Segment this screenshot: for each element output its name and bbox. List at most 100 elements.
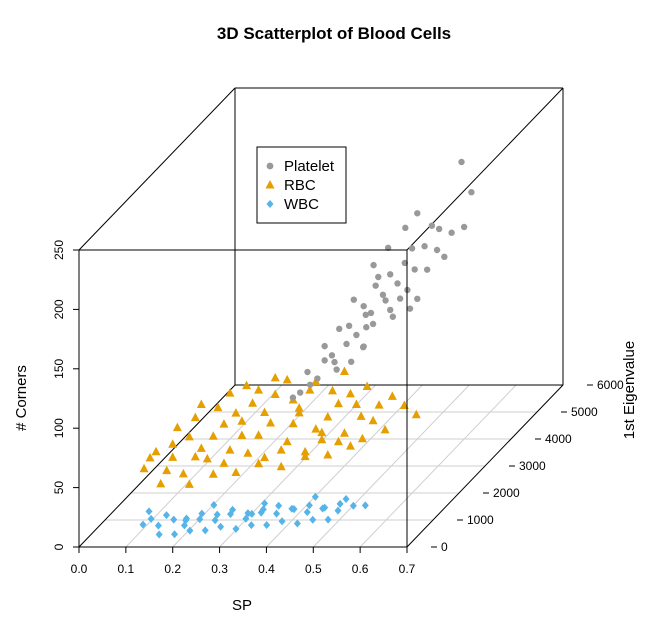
platelet-point [304,368,311,376]
rbc-point [172,422,182,432]
platelet-point [384,244,392,252]
rbc-point [254,430,264,439]
platelet-point [423,266,431,273]
x-tick-label: 0.7 [399,562,416,576]
rbc-point [260,407,270,416]
x-tick-label: 0.6 [352,562,369,576]
wbc-point [232,524,240,533]
rbc-point [411,409,421,419]
wbc-point [248,509,256,518]
wbc-point [305,501,313,510]
z-tick-label: 50 [52,481,66,495]
platelet-point [372,282,379,289]
rbc-point [270,389,280,399]
platelet-point [389,313,397,320]
rbc-point [276,461,286,471]
z-tick-label: 200 [52,299,66,319]
y-tick-label: 3000 [519,459,546,473]
wbc-point [263,521,271,530]
rbc-point [317,427,327,437]
rbc-point [311,424,321,433]
wbc-point [171,530,179,539]
platelet-point [406,305,414,312]
wbc-point [361,501,369,510]
box-edge [406,384,564,548]
platelet-point [350,296,357,303]
box-edge [78,87,236,251]
rbc-point [288,418,298,428]
rbc-point [374,400,384,409]
y-tick-label: 6000 [597,378,624,392]
rbc-point [243,448,253,457]
legend-label-platelet: Platelet [284,158,335,175]
rbc-point [333,398,343,408]
platelet-point [421,243,428,250]
platelet-point [401,259,408,267]
grid-layer [105,384,537,548]
platelet-point [367,309,375,317]
rbc-point [208,431,218,440]
rbc-point [248,398,258,407]
rbc-point [317,434,327,444]
platelet-point [435,225,443,233]
rbc-point [139,463,149,473]
wbc-point [342,494,350,503]
y-tick-label: 1000 [467,513,494,527]
rbc-point [368,415,378,425]
rbc-point [380,424,390,434]
rbc-point [282,436,292,446]
platelet-point [402,224,409,232]
rbc-point [237,416,247,425]
rbc-point [213,402,223,412]
platelet-point [468,189,475,196]
z-tick-label: 250 [52,240,66,260]
y-tick-label: 4000 [545,432,572,446]
platelet-point [428,222,436,229]
platelet-point [394,280,401,287]
rbc-point [266,418,276,427]
rbc-point [300,446,310,456]
platelet-point [360,302,367,310]
platelet-point [441,253,448,261]
platelet-point [375,273,382,281]
platelet-point [360,343,367,350]
rbc-point [184,431,194,441]
wbc-point [259,505,267,514]
rbc-point [231,408,241,417]
legend-label-wbc: WBC [284,196,319,213]
rbc-point [219,458,229,467]
legend-label-rbc: RBC [284,177,316,194]
platelet-point [387,271,394,278]
wbc-point [198,509,206,518]
platelet-point [382,297,389,304]
rbc-point [351,399,361,408]
wbc-point [162,511,170,520]
x-tick-label: 0.0 [71,562,88,576]
y-tick-label: 2000 [493,486,520,500]
wbc-point [261,499,269,508]
legend-marker-rbc [265,180,275,189]
platelet-point [408,245,416,252]
platelet-point [362,311,369,318]
platelet-point [328,352,336,359]
wbc-point [324,515,332,524]
rbc-point [190,412,200,422]
platelet-point [414,210,421,217]
rbc-point [151,446,161,456]
wbc-point [147,514,155,523]
wbc-point [213,510,221,519]
x-tick-label: 0.5 [305,562,322,576]
rbc-point [219,419,229,428]
points-layer [139,158,475,539]
rbc-point [184,479,194,488]
rbc-point [339,366,349,375]
y-axis-label: 1st Eigenvalue [621,341,638,439]
rbc-point [323,411,333,421]
platelet-point [387,306,394,314]
legend: Platelet RBC WBC [256,146,347,224]
wbc-point [334,506,342,515]
wbc-point [278,517,286,526]
chart-title: 3D Scatterplot of Blood Cells [217,24,451,43]
platelet-point [348,358,355,365]
platelet-point [333,366,340,373]
